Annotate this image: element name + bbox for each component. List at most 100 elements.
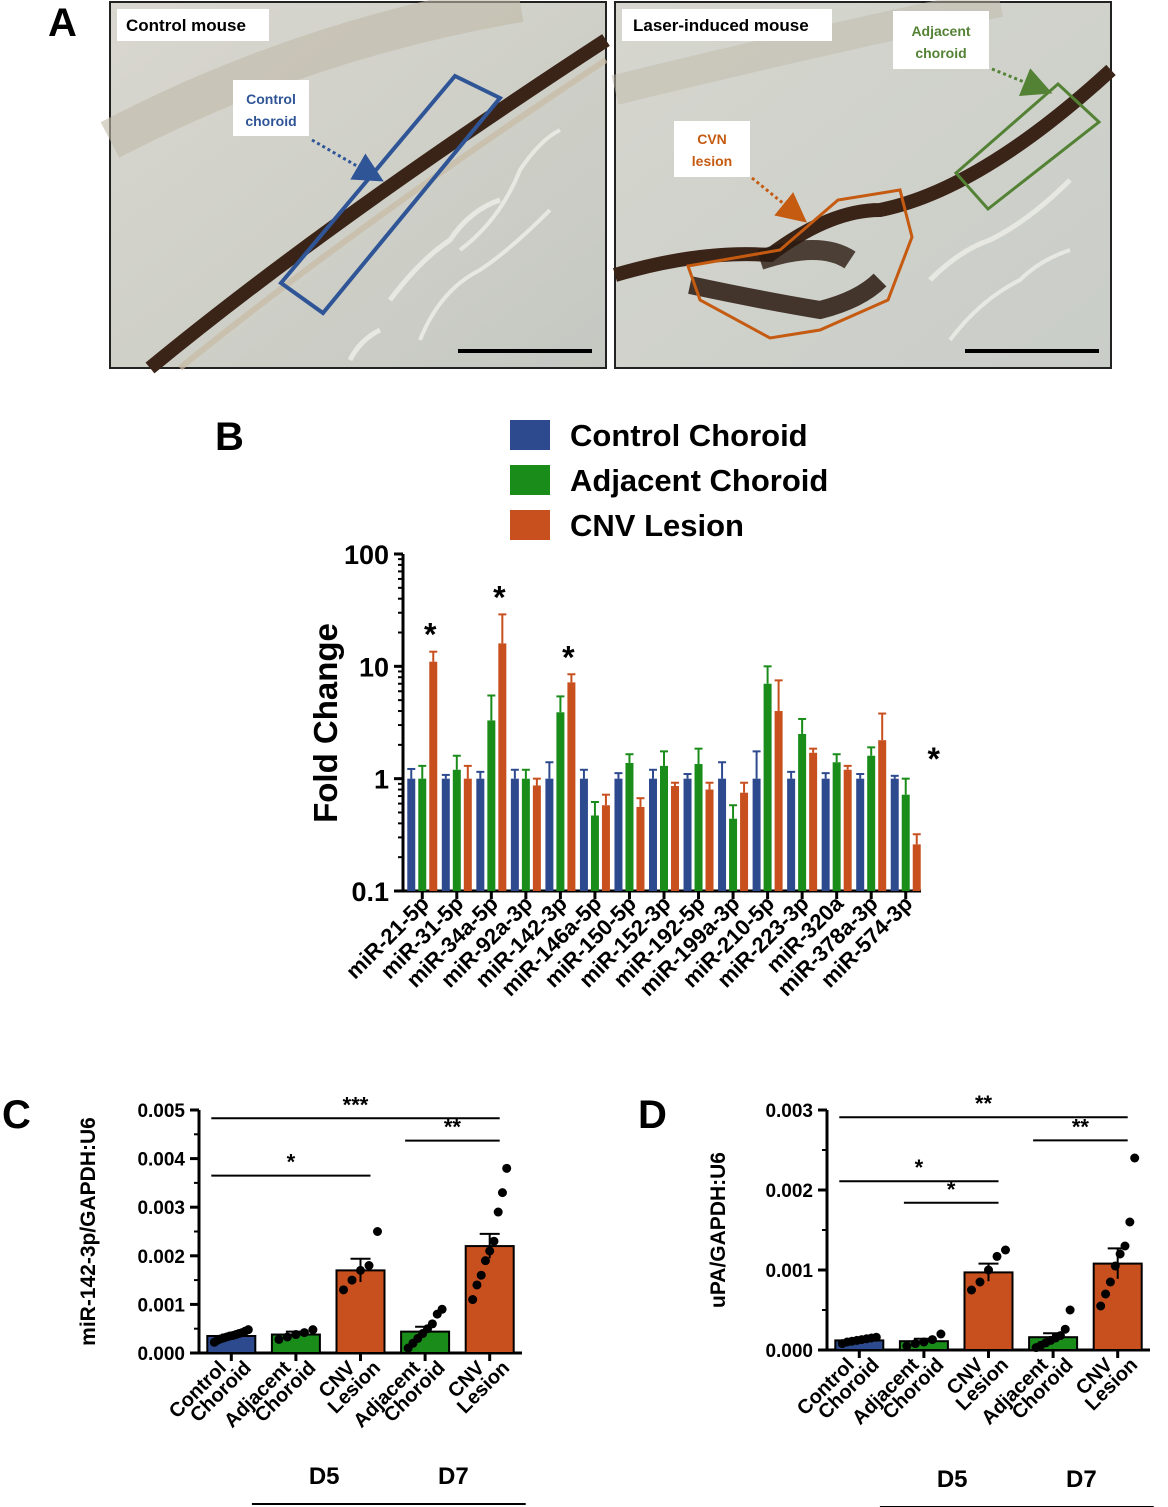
legend-swatch-1 <box>510 465 550 495</box>
y-tick-label-1: 0.001 <box>137 1295 185 1316</box>
control-mouse-label: Control mouse <box>126 16 246 35</box>
data-point-2-4 <box>373 1227 382 1236</box>
significance-3: * <box>928 741 941 777</box>
bar-miR-199a-3p-1 <box>729 818 738 891</box>
data-point-4-6 <box>493 1207 503 1217</box>
data-point-4-7 <box>1130 1153 1140 1163</box>
data-point-0-7 <box>871 1332 881 1342</box>
data-point-2-4 <box>1001 1245 1010 1255</box>
control-mouse-micrograph: Control mouse Control choroid <box>100 0 610 374</box>
bar-miR-142-3p-2 <box>567 682 576 891</box>
laser-mouse-label: Laser-induced mouse <box>633 16 809 35</box>
data-point-2-0 <box>339 1285 348 1295</box>
bar-miR-192-5p-2 <box>705 789 714 891</box>
data-point-1-0 <box>274 1334 284 1344</box>
bar-miR-146a-5p-1 <box>590 815 599 891</box>
significance-0: * <box>424 617 437 653</box>
data-point-1-3 <box>927 1335 937 1345</box>
bar-miR-210-5p-0 <box>752 778 761 891</box>
group-label-1: D7 <box>438 1463 469 1490</box>
data-point-3-5 <box>1055 1331 1065 1341</box>
y-axis-title: uPA/GAPDH:U6 <box>707 1152 730 1308</box>
data-point-1-0 <box>902 1341 912 1351</box>
bar-miR-320a-2 <box>843 769 852 891</box>
data-point-4-3 <box>1110 1261 1120 1271</box>
bar-miR-142-3p-0 <box>545 778 554 891</box>
data-point-2-1 <box>347 1275 357 1285</box>
group-label-1: D7 <box>1066 1466 1097 1493</box>
fold-change-chart: B Control Choroid Adjacent Choroid CNV Lesi… <box>215 415 941 1001</box>
bar-miR-574-3p-0 <box>890 778 899 891</box>
bar-miR-320a-1 <box>832 762 841 891</box>
data-point-3-7 <box>1065 1305 1075 1315</box>
panel-D-letter: D <box>638 1093 667 1137</box>
bar-miR-223-3p-2 <box>809 752 818 891</box>
bar-miR-210-5p-1 <box>763 683 772 891</box>
data-point-1-4 <box>308 1325 318 1335</box>
legend-label-2: CNV Lesion <box>570 508 744 543</box>
data-point-3-6 <box>1060 1324 1070 1334</box>
bar-miR-21-5p-2 <box>429 661 438 891</box>
y-tick-label-2: 10 <box>359 652 389 682</box>
y-tick-label-1: 1 <box>374 765 389 795</box>
control-choroid-callout-1: Control <box>246 91 296 107</box>
cvn-lesion-callout-2: lesion <box>692 153 732 169</box>
y-tick-label-0: 0.1 <box>351 877 389 907</box>
y-tick-label-1: 0.001 <box>765 1261 813 1282</box>
y-tick-label-3: 0.003 <box>137 1198 185 1219</box>
y-tick-label-0: 0.000 <box>765 1341 813 1362</box>
control-choroid-box <box>278 73 504 316</box>
bar-miR-199a-3p-2 <box>740 792 749 891</box>
bar-miR-152-3p-2 <box>671 786 679 891</box>
bar-miR-150-5p-2 <box>636 806 645 891</box>
data-point-1-4 <box>936 1329 946 1339</box>
comparison-label-0: ** <box>975 1091 993 1116</box>
data-point-4-2 <box>1105 1277 1115 1287</box>
data-point-1-1 <box>910 1339 920 1349</box>
bar-miR-223-3p-0 <box>787 778 796 891</box>
comparison-label-1: ** <box>444 1115 462 1140</box>
y-tick-label-0: 0.000 <box>137 1344 185 1365</box>
comparison-label-3: * <box>947 1177 956 1202</box>
y-tick-label-2: 0.002 <box>137 1247 185 1268</box>
data-point-4-7 <box>497 1188 507 1198</box>
adjacent-choroid-callout-1: Adjacent <box>911 23 970 39</box>
data-point-1-2 <box>919 1337 929 1347</box>
bar-2 <box>963 1271 1014 1352</box>
bar-miR-21-5p-0 <box>407 778 416 891</box>
bar-miR-320a-0 <box>821 778 830 891</box>
data-point-4-4 <box>1115 1249 1125 1259</box>
bar-miR-34a-5p-0 <box>476 778 485 891</box>
bar-miR-152-3p-0 <box>649 778 657 891</box>
bar-2 <box>335 1269 386 1355</box>
data-point-1-1 <box>282 1332 292 1342</box>
data-point-4-8 <box>502 1163 512 1173</box>
bar-miR-21-5p-1 <box>418 778 427 891</box>
data-point-4-0 <box>1096 1301 1106 1311</box>
data-point-4-5 <box>489 1236 499 1246</box>
data-point-2-3 <box>364 1261 374 1271</box>
legend-swatch-0 <box>510 420 550 450</box>
y-tick-label-3: 0.003 <box>765 1101 813 1122</box>
mir142-chart: C 0.000 0.001 0.002 0.003 0.004 0.005 miR-142-3… <box>2 1092 526 1505</box>
data-point-2-2 <box>356 1265 365 1275</box>
control-choroid-callout-2: choroid <box>245 113 296 129</box>
bar-miR-378a-3p-2 <box>878 740 887 891</box>
bar-miR-152-3p-1 <box>660 765 668 891</box>
bar-miR-150-5p-0 <box>614 778 623 891</box>
y-axis-title: miR-142-3p/GAPDH:U6 <box>77 1117 100 1346</box>
bar-miR-574-3p-2 <box>912 844 921 891</box>
legend-swatch-2 <box>510 510 550 540</box>
data-point-4-2 <box>476 1270 486 1280</box>
data-point-2-0 <box>967 1285 976 1295</box>
adjacent-choroid-box <box>953 81 1102 212</box>
bar-miR-31-5p-1 <box>452 769 461 891</box>
comparison-label-2: * <box>287 1150 296 1175</box>
data-point-0-11 <box>243 1325 253 1335</box>
bar-miR-34a-5p-2 <box>498 643 507 891</box>
control-choroid-arrow <box>311 138 384 182</box>
data-point-1-2 <box>291 1330 301 1340</box>
bar-miR-92a-3p-1 <box>521 778 530 891</box>
panel-a-letter: A <box>48 1 77 45</box>
